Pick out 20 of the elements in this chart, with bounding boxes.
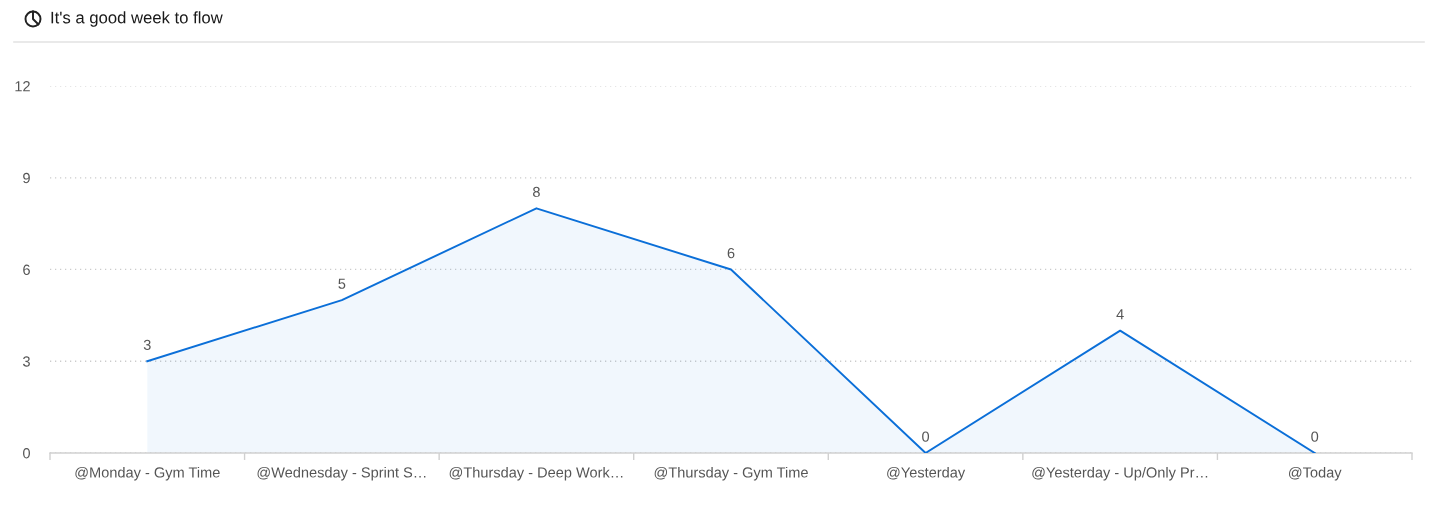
data-label: 3	[143, 339, 151, 351]
data-label: 5	[338, 278, 346, 289]
data-label: 4	[1116, 309, 1124, 320]
x-tick-label: @Wednesday - Sprint S…	[257, 466, 426, 481]
x-tick-label: @Thursday - Gym Time	[654, 466, 808, 481]
chart-title: It's a good week to flow	[51, 11, 223, 27]
x-tick-label: @Monday - Gym Time	[75, 466, 220, 481]
x-tick-label: @Today	[1289, 466, 1342, 481]
x-tick-label: @Yesterday	[887, 466, 966, 481]
data-label: 8	[533, 186, 540, 198]
y-tick-label: 12	[15, 81, 30, 92]
y-tick-label: 6	[23, 264, 30, 275]
data-label: 0	[922, 431, 930, 442]
data-label: 6	[727, 247, 735, 259]
x-tick-label: @Thursday - Deep Work…	[449, 466, 623, 481]
data-label: 0	[1311, 431, 1319, 442]
x-tick-label: @Yesterday - Up/Only Pr…	[1032, 466, 1208, 481]
y-tick-label: 9	[23, 172, 30, 184]
y-tick-label: 3	[23, 356, 30, 367]
y-tick-label: 0	[23, 448, 30, 459]
